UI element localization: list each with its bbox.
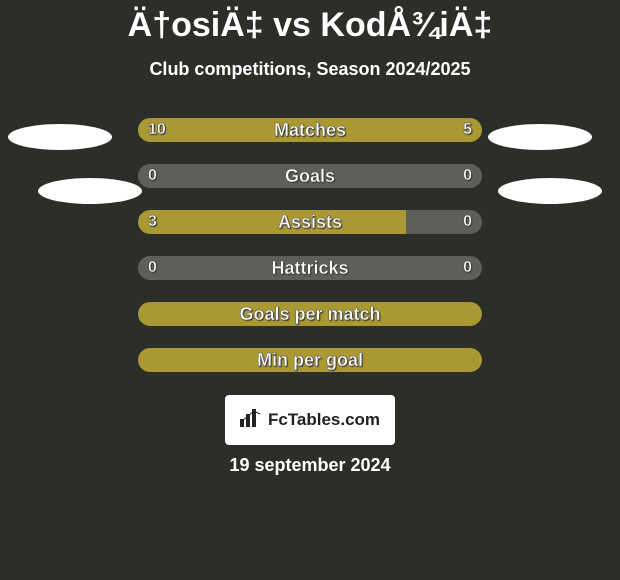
left-value: 10 (148, 118, 166, 142)
comparison-chart: 105Matches00Goals30Assists00HattricksGoa… (0, 118, 620, 388)
stat-label: Goals (138, 164, 482, 188)
bar-track: Min per goal (138, 348, 482, 372)
right-value: 0 (463, 164, 472, 188)
logo-box: FcTables.com (225, 395, 395, 445)
stat-label: Hattricks (138, 256, 482, 280)
logo-text: FcTables.com (268, 410, 380, 430)
logo: FcTables.com (240, 409, 380, 432)
bar-track: 0 0Hattricks (138, 256, 482, 280)
right-value: 0 (463, 256, 472, 280)
bar-left (138, 348, 482, 372)
stat-row: Goals per match (0, 302, 620, 326)
decorative-ellipse (38, 178, 142, 204)
left-value: 0 (148, 256, 157, 280)
stat-row: Min per goal (0, 348, 620, 372)
left-value: 0 (148, 164, 157, 188)
bars-icon (240, 409, 262, 432)
bar-left (138, 302, 482, 326)
bar-left (138, 118, 367, 142)
decorative-ellipse (488, 124, 592, 150)
stat-row: 0 0Hattricks (0, 256, 620, 280)
page-title: Ä†osiÄ‡ vs KodÅ¾iÄ‡ (0, 0, 620, 45)
decorative-ellipse (498, 178, 602, 204)
left-value: 3 (148, 210, 157, 234)
bar-track: 30Assists (138, 210, 482, 234)
decorative-ellipse (8, 124, 112, 150)
footer-date: 19 september 2024 (0, 455, 620, 476)
bar-track: 105Matches (138, 118, 482, 142)
stat-row: 30Assists (0, 210, 620, 234)
right-value: 0 (463, 210, 472, 234)
bar-track: 0 0Goals (138, 164, 482, 188)
bar-left (138, 210, 406, 234)
subtitle: Club competitions, Season 2024/2025 (0, 59, 620, 80)
right-value: 5 (463, 118, 472, 142)
bar-track: Goals per match (138, 302, 482, 326)
